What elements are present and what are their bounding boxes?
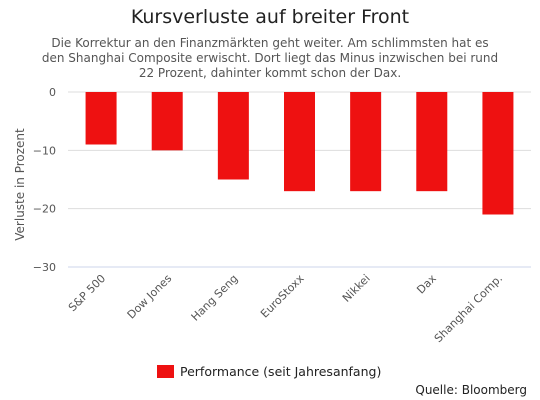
bar[interactable] [350, 92, 382, 192]
x-tick-label: Shanghai Comp. [432, 272, 505, 345]
legend-swatch [157, 365, 174, 378]
x-tick-label: Dax [414, 272, 439, 297]
grid-lines [68, 91, 531, 268]
y-tick-labels: 0 −10 −20 −30 [33, 86, 56, 274]
bar[interactable] [217, 92, 249, 180]
bar[interactable] [416, 92, 448, 192]
bar[interactable] [85, 92, 117, 145]
y-tick-label: −20 [33, 203, 56, 216]
chart-title: Kursverluste auf breiter Front [130, 6, 410, 28]
bars [85, 92, 514, 215]
bar[interactable] [151, 92, 183, 151]
x-tick-label: S&P 500 [66, 272, 108, 314]
y-tick-label: −30 [33, 261, 56, 274]
legend[interactable]: Performance (seit Jahresanfang) [157, 364, 381, 379]
y-tick-label: 0 [49, 86, 56, 99]
x-tick-label: Hang Seng [189, 272, 241, 324]
bar[interactable] [284, 92, 315, 192]
source-credit: Quelle: Bloomberg [415, 383, 527, 397]
y-axis-label: Verluste in Prozent [13, 128, 27, 241]
x-tick-labels: S&P 500 Dow Jones Hang Seng EuroStoxx Nikkei… [66, 272, 505, 346]
bar[interactable] [482, 92, 514, 215]
legend-label: Performance (seit Jahresanfang) [180, 364, 382, 379]
x-tick-label: EuroStoxx [258, 272, 307, 321]
x-tick-label: Dow Jones [125, 272, 175, 322]
chart-subtitle: Die Korrektur an den Finanzmärkten geht … [41, 36, 499, 80]
y-tick-label: −10 [33, 144, 56, 157]
x-tick-label: Nikkei [340, 272, 373, 305]
